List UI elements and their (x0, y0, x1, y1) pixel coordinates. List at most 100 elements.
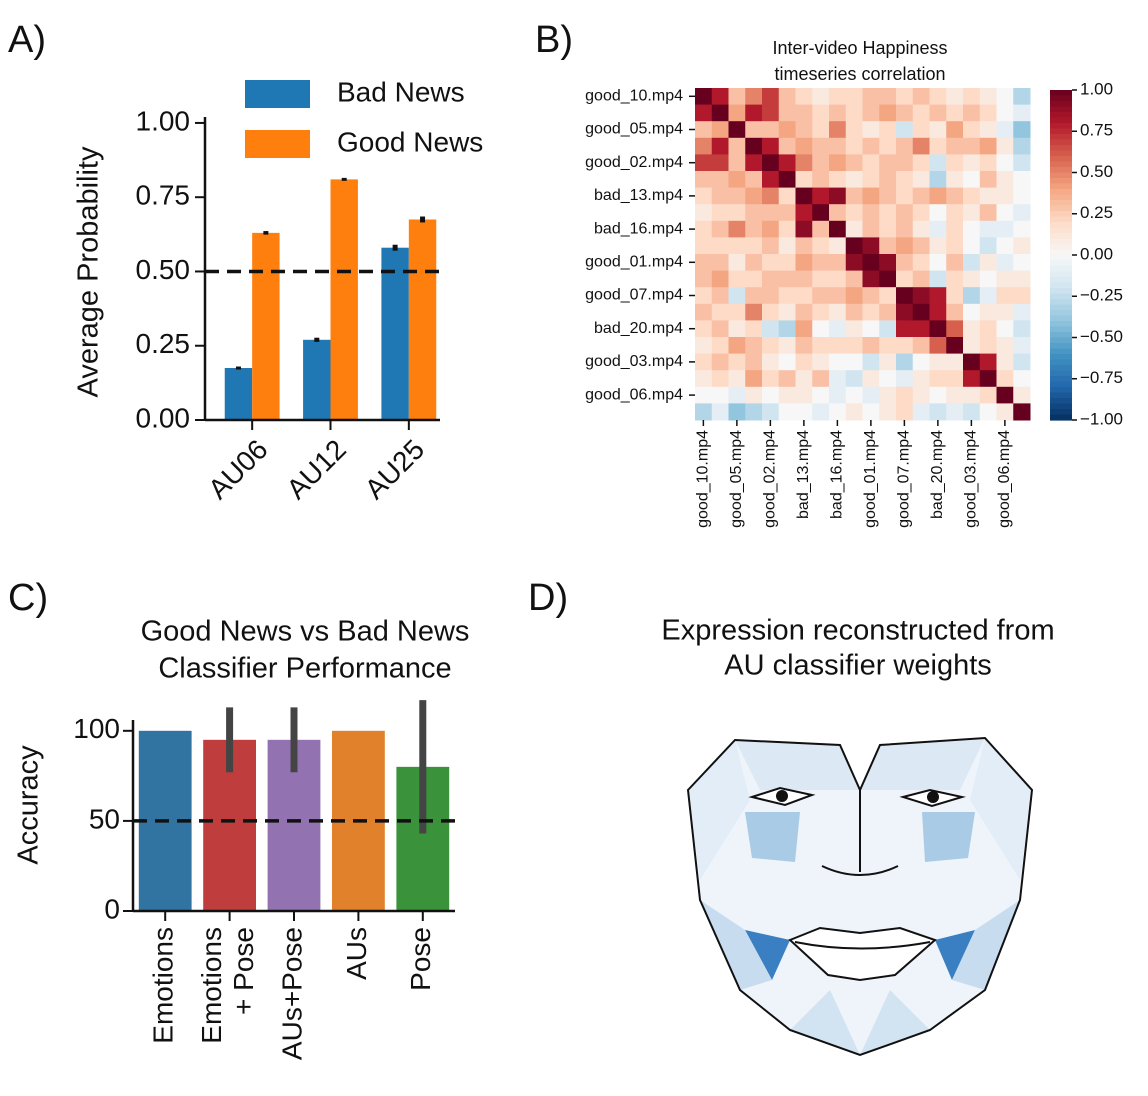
legend-label: Bad News (337, 76, 465, 107)
colorbar-swatch (1050, 238, 1072, 245)
colorbar-swatch (1050, 277, 1072, 284)
colorbar-swatch (1050, 249, 1072, 256)
heatmap-cell (946, 154, 964, 172)
bar (330, 179, 358, 420)
heatmap-cell (745, 370, 763, 388)
heatmap-cell (912, 370, 930, 388)
heatmap-cell (795, 121, 813, 139)
heatmap-cell (963, 287, 981, 305)
heatmap-cell (695, 237, 713, 255)
heatmap-cell (745, 287, 763, 305)
heatmap-cell (812, 154, 830, 172)
heatmap-cell (912, 303, 930, 321)
heatmap-cell (1013, 137, 1031, 155)
heatmap-cell (728, 171, 746, 189)
heatmap-cell (812, 254, 830, 272)
heatmap-cell (1013, 270, 1031, 288)
heatmap-cell (795, 154, 813, 172)
panel-title: AU classifier weights (724, 650, 992, 682)
heatmap-cell (929, 403, 947, 421)
heatmap-cell (946, 104, 964, 122)
x-tick-label: good_06.mp4 (996, 430, 1013, 528)
y-tick-label: good_07.mp4 (585, 287, 683, 304)
heatmap-cell (929, 121, 947, 139)
heatmap-cell (879, 353, 897, 371)
heatmap-cell (762, 88, 780, 106)
heatmap-cell (979, 287, 997, 305)
heatmap-cell (979, 104, 997, 122)
heatmap-cell (929, 386, 947, 404)
heatmap-cell (862, 353, 880, 371)
y-tick-label: good_01.mp4 (585, 254, 683, 271)
chart-title: Classifier Performance (158, 653, 451, 685)
y-tick-label: good_06.mp4 (585, 386, 683, 403)
heatmap-cell (695, 254, 713, 272)
heatmap-cell (745, 386, 763, 404)
heatmap-cell (812, 237, 830, 255)
heatmap-cell (745, 237, 763, 255)
heatmap-cell (845, 386, 863, 404)
heatmap-cell (795, 270, 813, 288)
heatmap-cell (946, 121, 964, 139)
heatmap-cell (996, 303, 1014, 321)
heatmap-cell (896, 303, 914, 321)
heatmap-cell (845, 303, 863, 321)
heatmap-cell (695, 104, 713, 122)
colorbar-swatch (1050, 409, 1072, 416)
heatmap-cell (946, 88, 964, 106)
heatmap-cell (912, 104, 930, 122)
heatmap-cell (979, 154, 997, 172)
heatmap-cell (829, 104, 847, 122)
x-tick-label: AUs (341, 927, 372, 980)
heatmap-cell (912, 237, 930, 255)
heatmap-cell (795, 220, 813, 238)
heatmap-cell (845, 353, 863, 371)
x-tick-label: bad_13.mp4 (795, 430, 812, 519)
heatmap-cell (879, 137, 897, 155)
heatmap-cell (1013, 171, 1031, 189)
heatmap-cell (762, 171, 780, 189)
heatmap-cell (812, 386, 830, 404)
heatmap-cell (711, 121, 729, 139)
bar (303, 339, 331, 420)
colorbar-swatch (1050, 189, 1072, 196)
heatmap-cell (946, 237, 964, 255)
colorbar-swatch (1050, 381, 1072, 388)
heatmap-cell (829, 370, 847, 388)
heatmap-cell (996, 403, 1014, 421)
heatmap-cell (778, 303, 796, 321)
heatmap-cell (845, 171, 863, 189)
y-tick-label: bad_20.mp4 (594, 320, 683, 337)
heatmap-cell (963, 353, 981, 371)
heatmap-cell (1013, 370, 1031, 388)
heatmap-cell (795, 303, 813, 321)
heatmap-cell (979, 204, 997, 222)
heatmap-cell (762, 187, 780, 205)
x-tick-label: bad_16.mp4 (829, 430, 846, 519)
x-tick-label: Emotions (148, 927, 179, 1044)
heatmap-cell (795, 353, 813, 371)
y-tick-label: 0.75 (136, 180, 191, 211)
colorbar-swatch (1050, 282, 1072, 289)
heatmap-cell (963, 370, 981, 388)
colorbar-swatch (1050, 233, 1072, 240)
heatmap-cell (778, 403, 796, 421)
colorbar-swatch (1050, 299, 1072, 306)
heatmap-cell (1013, 337, 1031, 355)
heatmap-cell (979, 370, 997, 388)
heatmap-cell (745, 154, 763, 172)
heatmap-cell (762, 403, 780, 421)
heatmap-cell (829, 187, 847, 205)
heatmap-cell (845, 270, 863, 288)
heatmap-cell (963, 204, 981, 222)
heatmap-cell (912, 254, 930, 272)
colorbar-swatch (1050, 194, 1072, 201)
x-tick-label: good_05.mp4 (728, 430, 745, 528)
heatmap-cell (778, 386, 796, 404)
colorbar-tick-label: 0.25 (1080, 203, 1113, 222)
heatmap-cell (979, 171, 997, 189)
heatmap-cell (963, 88, 981, 106)
colorbar-swatch (1050, 117, 1072, 124)
heatmap-cell (896, 337, 914, 355)
colorbar-swatch (1050, 310, 1072, 317)
